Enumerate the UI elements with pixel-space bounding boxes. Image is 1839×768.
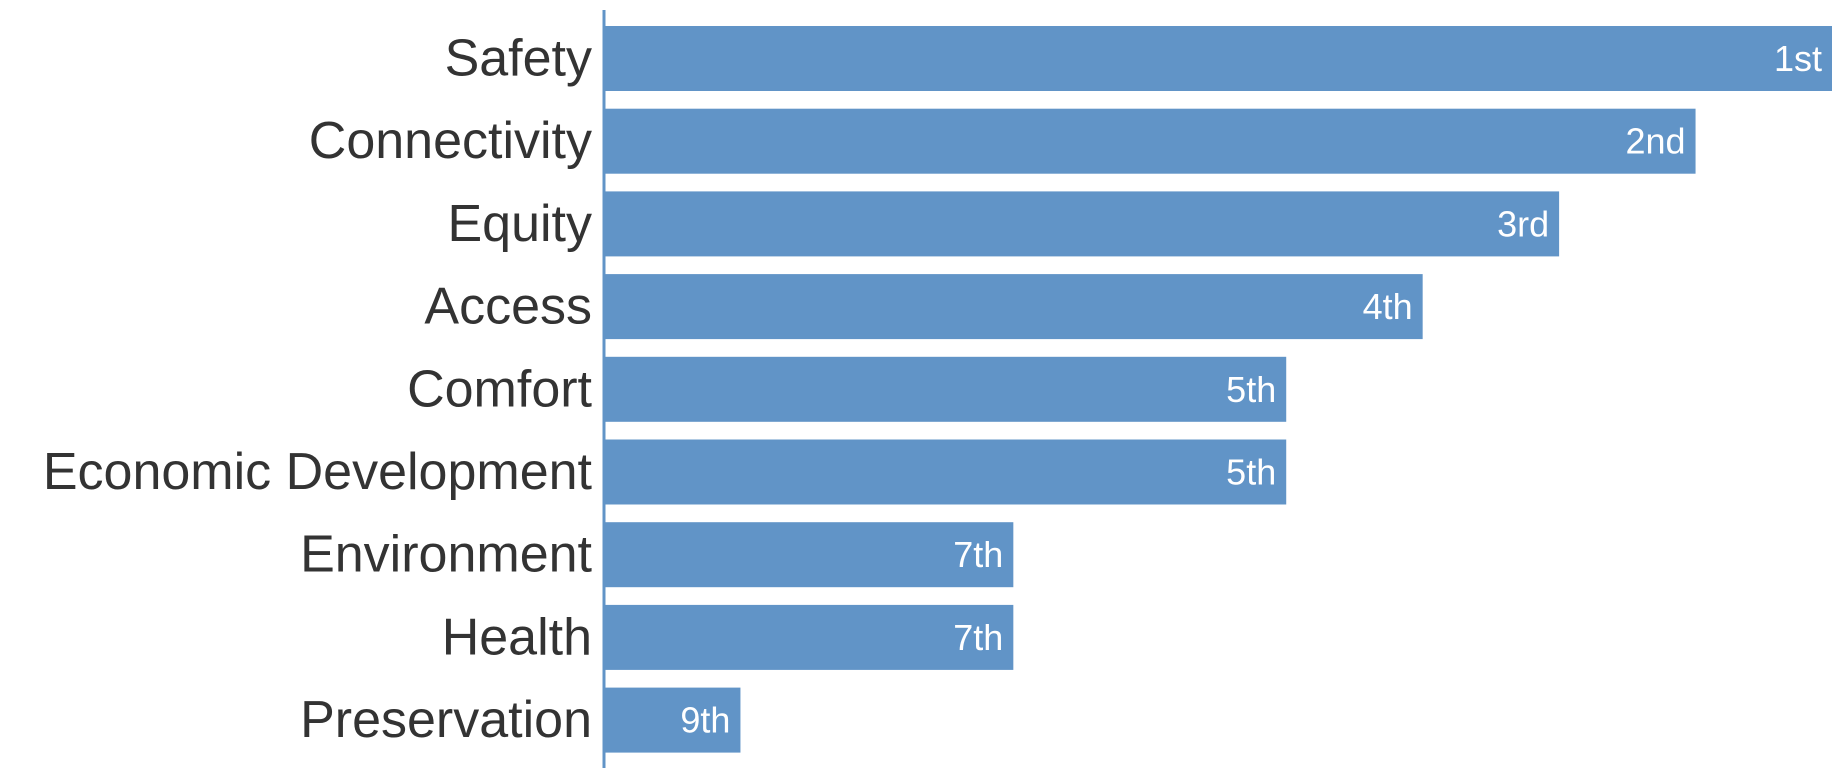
data-label-preservation: 9th	[680, 700, 730, 741]
bars-layer	[604, 26, 1832, 753]
data-label-access: 4th	[1363, 286, 1413, 327]
category-label-economic-development: Economic Development	[43, 443, 593, 501]
data-label-safety: 1st	[1774, 38, 1822, 79]
bar-health	[604, 604, 1014, 670]
category-label-health: Health	[442, 608, 592, 666]
bar-comfort	[604, 356, 1287, 422]
category-labels: Safety Connectivity Equity Access Comfort Eco…	[43, 30, 593, 750]
category-label-access: Access	[424, 278, 592, 336]
bar-safety	[604, 26, 1832, 91]
value-labels: 1st 2nd 3rd 4th 5th 5th 7th 7th 9th	[680, 38, 1822, 741]
category-label-environment: Environment	[300, 526, 592, 584]
data-label-connectivity: 2nd	[1625, 121, 1685, 162]
data-label-environment: 7th	[953, 534, 1003, 575]
bar-economic-development	[604, 439, 1287, 505]
category-label-preservation: Preservation	[300, 691, 592, 749]
bar-access	[604, 274, 1423, 340]
bar-equity	[604, 191, 1560, 257]
category-label-safety: Safety	[445, 30, 592, 88]
data-label-health: 7th	[953, 617, 1003, 658]
category-label-equity: Equity	[447, 195, 592, 253]
bar-connectivity	[604, 108, 1696, 174]
category-label-comfort: Comfort	[407, 360, 592, 418]
category-label-connectivity: Connectivity	[309, 112, 592, 170]
data-label-comfort: 5th	[1226, 369, 1276, 410]
data-label-economic-development: 5th	[1226, 452, 1276, 493]
bar-environment	[604, 522, 1014, 588]
bar-preservation	[604, 687, 741, 753]
data-label-equity: 3rd	[1497, 203, 1549, 244]
